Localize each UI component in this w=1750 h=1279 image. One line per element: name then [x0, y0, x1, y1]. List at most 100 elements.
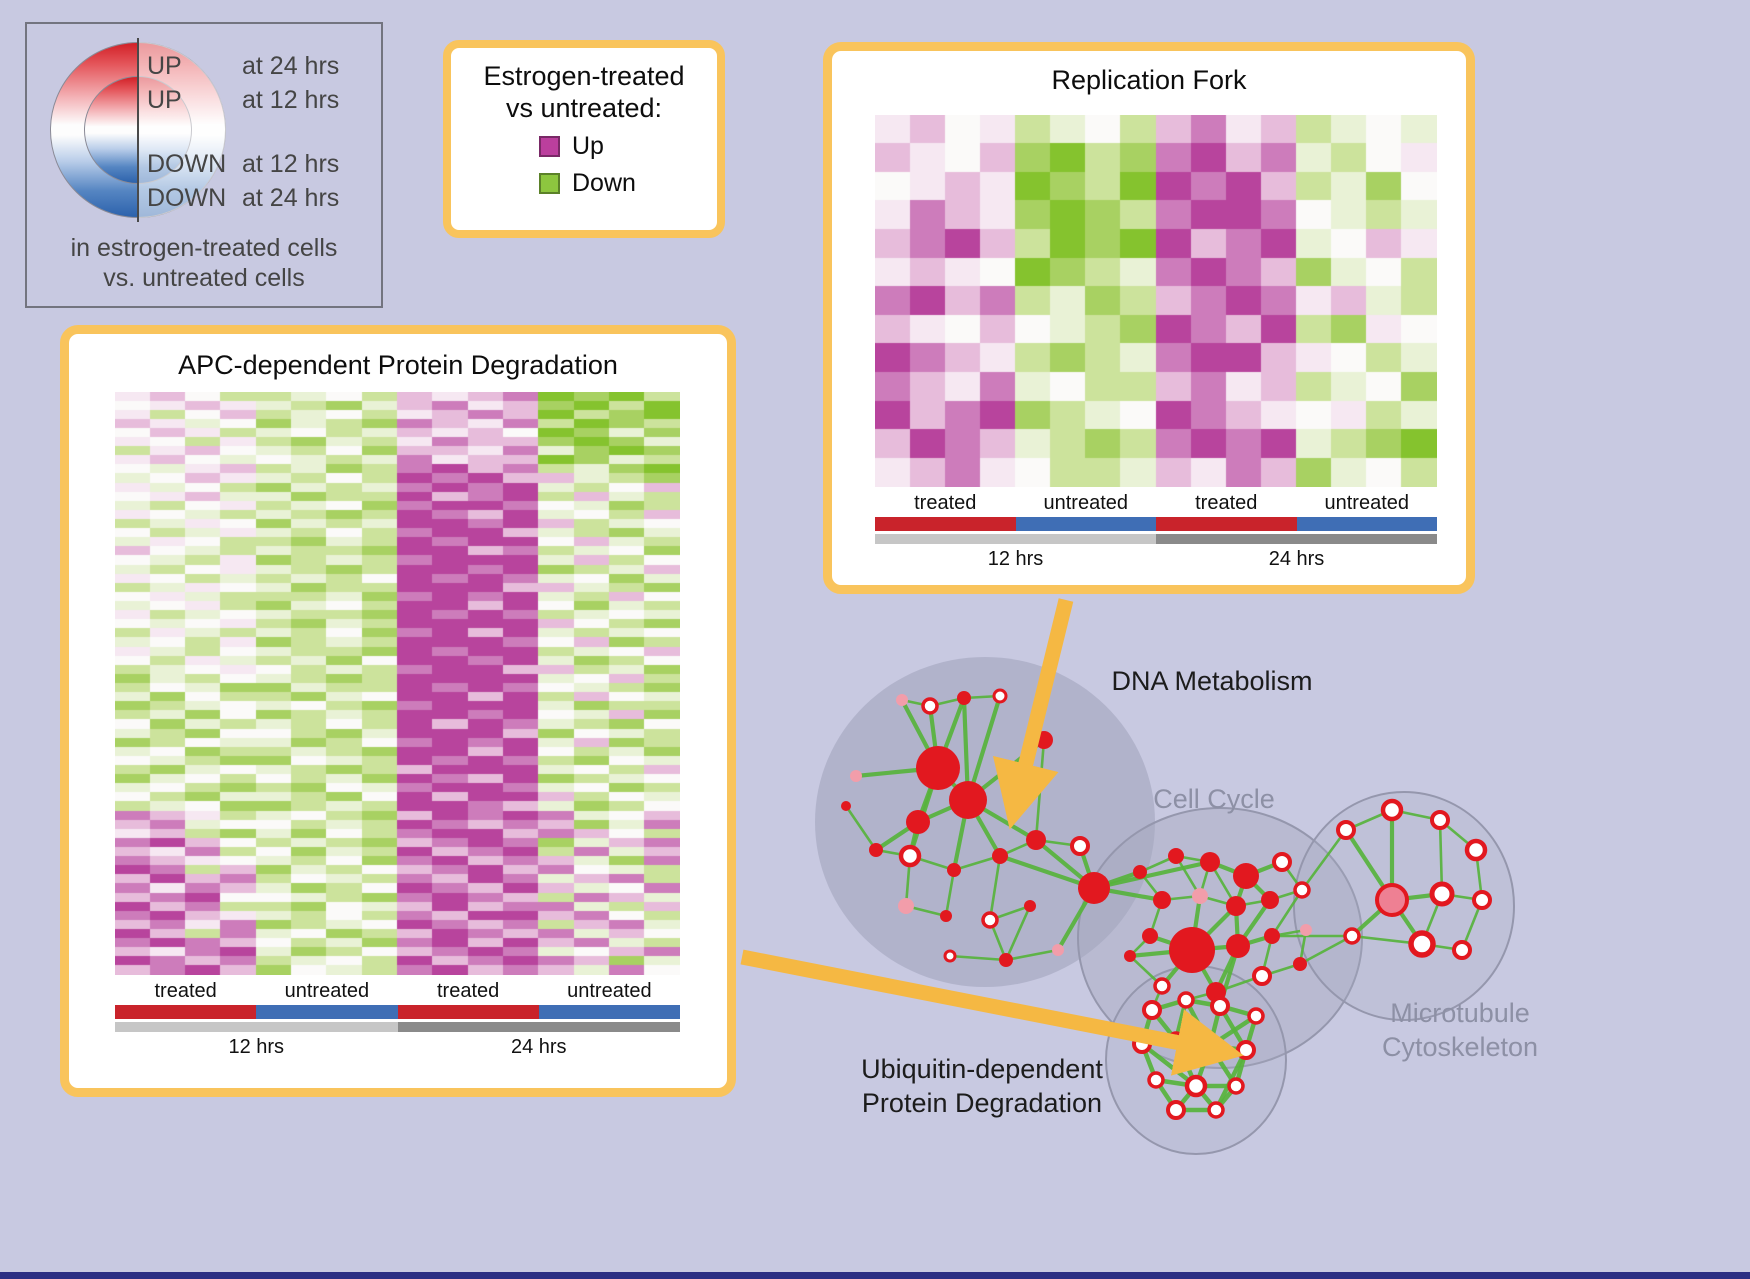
network-node: [1026, 830, 1046, 850]
ring-label-down-12: DOWN at 12 hrs: [147, 150, 339, 179]
ring-time: at 24 hrs: [242, 184, 340, 212]
network-edge: [1260, 934, 1274, 978]
network-edge: [1183, 997, 1223, 1009]
network-edge: [1300, 828, 1348, 892]
network-edge: [1390, 808, 1442, 822]
apc-col-label-4: untreated: [567, 980, 652, 1002]
network-node: [1052, 944, 1064, 956]
network-node: [1233, 863, 1259, 889]
down-swatch: [539, 173, 560, 194]
treated-bar-segment: [1156, 517, 1297, 531]
up-swatch: [539, 136, 560, 157]
apc-heatmap: [115, 392, 680, 975]
network-edge: [1174, 854, 1212, 864]
network-edge: [1207, 1043, 1249, 1053]
apc-col-label-1: treated: [154, 980, 217, 1002]
network-node: [1272, 852, 1292, 872]
network-edge: [1004, 904, 1032, 962]
network-edge: [1389, 891, 1445, 903]
network-edge: [1183, 997, 1213, 1049]
network-node: [981, 911, 999, 929]
network-node: [1226, 934, 1250, 958]
network-edge: [1213, 943, 1241, 995]
network-edge: [1189, 903, 1239, 953]
network-node: [1184, 1074, 1208, 1098]
network-node: [869, 843, 883, 857]
rf-panel-title: Replication Fork: [1051, 65, 1247, 95]
network-node: [1226, 896, 1246, 916]
network-edge: [874, 848, 912, 858]
network-node: [1472, 890, 1492, 910]
network-edge: [1235, 897, 1273, 949]
bar-12hrs: [115, 1022, 398, 1032]
network-node: [1375, 883, 1409, 917]
network-edge: [1208, 860, 1238, 908]
network-edge: [1260, 962, 1302, 978]
network-edge: [915, 765, 941, 825]
network-edge: [853, 765, 941, 779]
network-edge: [1213, 1083, 1239, 1113]
cluster-label-ubiquitin-degradation: Ubiquitin-dependent: [861, 1054, 1103, 1084]
network-node: [992, 848, 1008, 864]
network-edge: [961, 695, 971, 803]
network-edge: [1193, 1043, 1213, 1089]
network-edge: [1233, 1047, 1249, 1089]
network-edge: [1173, 1083, 1199, 1113]
network-node: [1142, 928, 1158, 944]
network-edge: [965, 737, 1047, 803]
network-edge: [1298, 934, 1354, 966]
network-node: [1132, 1034, 1152, 1054]
network-edge: [1214, 990, 1222, 1008]
estrogen-legend-box: Estrogen-treated vs untreated: Up Down: [443, 40, 725, 238]
network-edge: [1438, 818, 1444, 896]
network-node: [1142, 1000, 1162, 1020]
network-node: [1035, 731, 1053, 749]
network-edge: [1189, 893, 1203, 953]
network-node: [850, 770, 862, 782]
cluster-label-ubiquitin-degradation: Protein Degradation: [862, 1088, 1102, 1118]
estrogen-legend-title-line1: Estrogen-treated: [483, 61, 685, 91]
rf-12hrs-label: 12 hrs: [987, 548, 1044, 570]
network-edge: [1139, 1007, 1155, 1047]
network-edge: [1139, 1041, 1199, 1089]
network-node: [1464, 838, 1488, 862]
cluster-ellipse-cell-cycle: [1077, 807, 1363, 1069]
network-edge: [1198, 894, 1238, 908]
apc-heatmap-panel: APC-dependent Protein Degradation treate…: [60, 325, 736, 1097]
network-edge: [1148, 898, 1164, 938]
network-edge: [1150, 984, 1164, 1012]
network-edge: [998, 838, 1038, 858]
network-edge: [1193, 1083, 1219, 1113]
network-edge: [1127, 947, 1195, 959]
network-edge: [1173, 997, 1189, 1043]
network-edge: [1243, 873, 1273, 903]
network-edge: [873, 819, 921, 853]
network-node: [1252, 966, 1272, 986]
network-node: [1153, 977, 1171, 995]
bar-24hrs: [1156, 534, 1437, 544]
network-edge: [965, 797, 1003, 859]
network-node: [1264, 928, 1280, 944]
network-edge: [1077, 843, 1097, 891]
apc-24hrs-label: 24 hrs: [510, 1036, 567, 1058]
network-edge: [1173, 1037, 1213, 1049]
network-node: [1024, 900, 1036, 912]
network-node: [1200, 1036, 1220, 1056]
rf-col-label-3: treated: [1195, 492, 1258, 514]
network-edge: [1233, 873, 1249, 909]
network-edge: [1217, 1003, 1249, 1053]
replication-fork-panel: Replication Fork treated untreated treat…: [823, 42, 1475, 594]
network-edge: [1460, 898, 1484, 952]
network-edge: [1207, 1013, 1259, 1049]
network-node: [1293, 881, 1311, 899]
bar-12hrs: [875, 534, 1156, 544]
network-node: [1236, 1040, 1256, 1060]
direction-legend-rings: [27, 24, 247, 244]
network-node: [1166, 1100, 1186, 1120]
replication-fork-heatmap: [875, 115, 1437, 487]
network-edge: [1440, 892, 1484, 902]
network-edge: [1184, 990, 1218, 1002]
network-edge: [1091, 869, 1143, 891]
network-edge: [1091, 885, 1165, 903]
